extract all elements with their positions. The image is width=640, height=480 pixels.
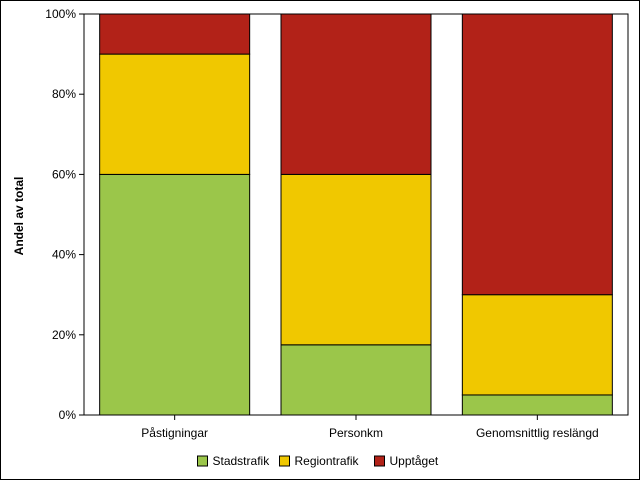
y-axis-label: Andel av total xyxy=(12,177,26,256)
legend-swatch-upptåget xyxy=(374,455,385,467)
bar-segment-upptåget-0 xyxy=(99,13,251,55)
bar-segment-stadstrafik-1 xyxy=(280,344,432,416)
y-tick-label: 40% xyxy=(52,248,76,262)
bar-segment-regiontrafik-2 xyxy=(461,294,613,396)
bar-segment-upptåget-1 xyxy=(280,13,432,175)
legend-swatch-stadstrafik xyxy=(197,455,208,467)
legend: Stadstrafik Regiontrafik Upptåget xyxy=(197,454,439,468)
x-tick-label: Personkm xyxy=(329,426,383,440)
bar-segment-stadstrafik-0 xyxy=(99,173,251,416)
y-tick-label: 100% xyxy=(45,7,76,21)
y-tick-label: 0% xyxy=(59,408,77,422)
bars-group xyxy=(99,13,613,416)
x-axis: Påstigningar Personkm Genomsnittlig reslän… xyxy=(141,415,599,440)
bar-segment-stadstrafik-2 xyxy=(461,394,613,416)
legend-label-regiontrafik: Regiontrafik xyxy=(295,454,360,468)
y-tick-label: 20% xyxy=(52,328,76,342)
x-tick-label: Genomsnittlig reslängd xyxy=(476,426,599,440)
legend-label-upptåget: Upptåget xyxy=(390,454,439,468)
x-tick-label: Påstigningar xyxy=(141,426,208,440)
y-tick-label: 60% xyxy=(52,167,76,181)
y-tick-label: 80% xyxy=(52,87,76,101)
y-axis: 0% 20% 40% 60% 80% 100% xyxy=(45,7,84,422)
bar-segment-upptåget-2 xyxy=(461,13,613,296)
legend-swatch-regiontrafik xyxy=(279,455,290,467)
bar-segment-regiontrafik-1 xyxy=(280,173,432,346)
bar-segment-regiontrafik-0 xyxy=(99,53,251,175)
legend-label-stadstrafik: Stadstrafik xyxy=(213,454,271,468)
